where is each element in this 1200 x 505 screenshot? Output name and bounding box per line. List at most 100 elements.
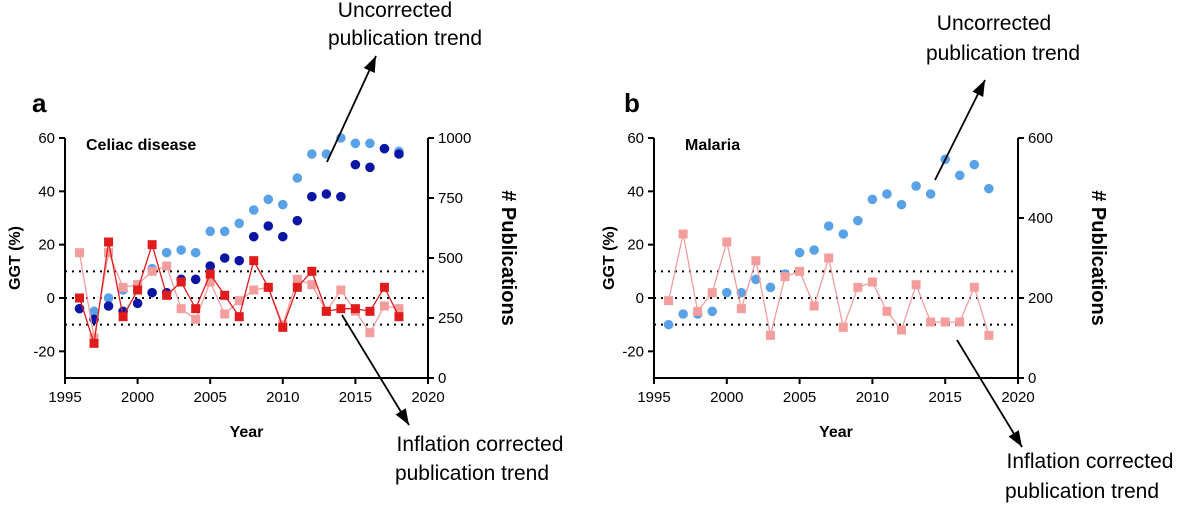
x-tick-label: 2000: [710, 389, 743, 406]
annotation-arrowhead: [395, 408, 409, 425]
annotation-uncorrected: publication trend: [328, 27, 482, 50]
data-point-circle: [321, 189, 332, 199]
data-point-circle: [307, 191, 317, 202]
data-point-square: [984, 330, 994, 340]
data-point-circle: [896, 199, 907, 210]
data-point-circle: [678, 309, 688, 319]
data-point-circle: [379, 143, 390, 154]
data-point-square: [867, 277, 877, 287]
y-right-tick-label: 400: [1028, 210, 1053, 227]
data-point-square: [104, 237, 114, 247]
data-point-square: [940, 317, 950, 327]
x-tick-label: 2005: [194, 389, 227, 406]
x-tick-label: 2015: [339, 389, 372, 406]
data-point-square: [722, 237, 732, 247]
data-point-circle: [234, 255, 245, 266]
y-right-axis-label: # Publications: [497, 190, 519, 326]
x-axis-label: Year: [230, 424, 264, 441]
x-tick-label: 2005: [783, 389, 816, 406]
data-point-circle: [190, 274, 201, 285]
x-tick-label: 2010: [856, 389, 889, 406]
panel-letter: b: [624, 88, 640, 118]
data-point-circle: [365, 162, 375, 173]
data-point-square: [220, 309, 230, 319]
annotation-arrow-line: [956, 339, 1023, 448]
data-point-circle: [925, 189, 936, 199]
data-point-circle: [103, 293, 114, 303]
data-point-square: [678, 229, 688, 239]
panel-title: Celiac disease: [86, 137, 196, 154]
data-point-circle: [190, 247, 201, 258]
x-tick-label: 2015: [929, 389, 962, 406]
data-point-circle: [205, 261, 215, 271]
data-point-square: [336, 285, 346, 295]
data-point-square: [379, 301, 389, 311]
data-point-circle: [707, 306, 718, 317]
data-point-square: [379, 282, 389, 292]
data-point-circle: [984, 183, 994, 194]
data-point-circle: [809, 245, 819, 255]
data-point-square: [911, 280, 921, 290]
x-tick-label: 2000: [121, 389, 154, 406]
data-point-circle: [147, 287, 157, 298]
annotation-corrected: Inflation corrected: [1007, 450, 1174, 473]
data-point-square: [292, 282, 302, 292]
annotation-corrected: publication trend: [395, 462, 549, 485]
data-point-square: [693, 306, 703, 316]
y-tick-label: 40: [38, 183, 55, 200]
data-point-circle: [350, 138, 361, 149]
data-point-circle: [103, 301, 114, 311]
data-point-square: [736, 304, 746, 314]
annotation-corrected: Inflation corrected: [397, 433, 564, 456]
annotation-arrowhead: [363, 56, 376, 74]
data-point-square: [926, 317, 936, 327]
data-point-circle: [751, 274, 761, 285]
data-point-square: [191, 304, 201, 314]
data-point-square: [176, 304, 186, 314]
data-point-circle: [307, 149, 317, 159]
data-point-circle: [89, 306, 99, 317]
data-point-circle: [219, 226, 230, 237]
data-point-square: [897, 325, 907, 335]
data-point-square: [118, 282, 128, 292]
data-point-circle: [292, 215, 303, 226]
data-point-square: [104, 248, 114, 258]
data-point-square: [853, 282, 863, 292]
data-point-circle: [823, 221, 834, 231]
data-point-square: [765, 330, 775, 340]
data-point-circle: [794, 247, 805, 258]
data-point-circle: [663, 319, 674, 330]
data-point-circle: [911, 181, 921, 191]
data-point-square: [365, 306, 375, 316]
annotation-arrow-line: [934, 79, 986, 181]
y-tick-label: -20: [622, 343, 644, 360]
y-right-tick-label: 250: [438, 310, 463, 327]
data-point-circle: [292, 173, 303, 183]
data-point-circle: [161, 247, 172, 258]
annotation-arrowhead: [1008, 430, 1022, 447]
annotation-uncorrected: Uncorrected: [937, 12, 1051, 35]
data-point-square: [824, 253, 834, 263]
annotation-uncorrected: Uncorrected: [338, 0, 452, 22]
data-point-circle: [394, 149, 404, 159]
data-point-square: [89, 333, 99, 343]
y-right-tick-label: 1000: [438, 130, 471, 147]
annotation-arrowhead: [972, 80, 985, 97]
data-point-square: [969, 282, 979, 292]
data-point-square: [336, 304, 346, 314]
data-point-square: [249, 256, 259, 266]
y-right-tick-label: 200: [1028, 290, 1053, 307]
data-point-square: [147, 240, 157, 250]
data-point-square: [394, 304, 404, 314]
data-point-square: [234, 296, 244, 306]
data-point-square: [205, 277, 215, 287]
data-point-circle: [336, 191, 346, 202]
data-point-square: [307, 280, 317, 290]
data-point-circle: [263, 194, 274, 205]
data-point-square: [350, 304, 360, 314]
data-point-square: [162, 290, 172, 300]
x-tick-label: 1995: [637, 389, 670, 406]
data-point-square: [882, 306, 892, 316]
data-point-circle: [278, 199, 288, 210]
